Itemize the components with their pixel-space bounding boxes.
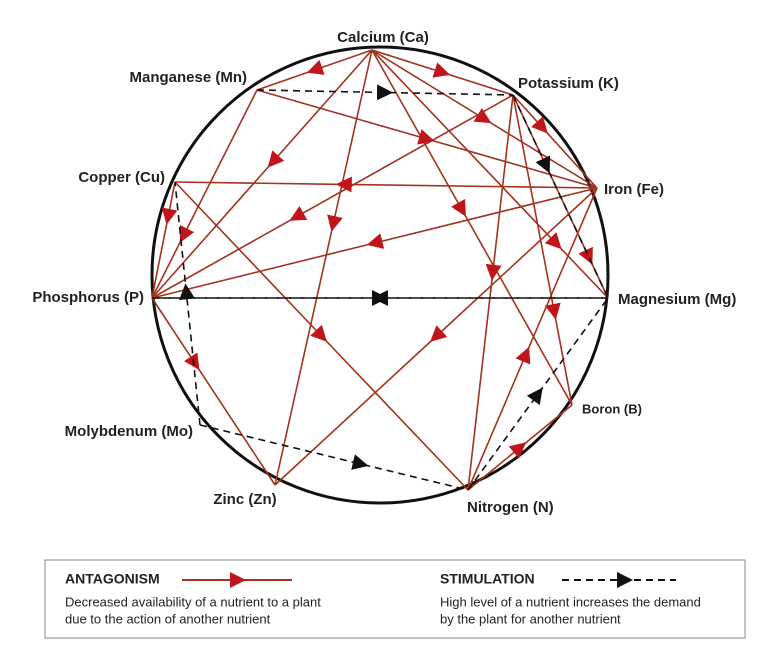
legend-text: Decreased availability of a nutrient to … [65,594,321,609]
antagonism-edge [151,297,276,486]
node-label: Boron (B) [582,401,642,416]
antagonism-edge [467,404,573,491]
node-labels: Calcium (Ca) Potassium (K) Iron (Fe) Mag… [32,29,736,516]
outer-circle [150,45,610,505]
antagonism-edge [151,94,514,299]
antagonism-edge [371,49,598,189]
antagonism-edge [174,181,469,491]
node-label: Magnesium (Mg) [618,291,736,308]
legend: ANTAGONISM Decreased availability of a n… [44,559,746,639]
node-label: Calcium (Ca) [337,29,429,46]
antagonism-edge [274,187,598,486]
legend-title: STIMULATION [440,571,535,587]
antagonism-edge [151,187,598,299]
legend-title: ANTAGONISM [65,571,160,587]
node-label: Iron (Fe) [604,181,664,198]
stimulation-edge [199,424,469,491]
antagonism-edge [371,49,573,406]
legend-text: High level of a nutrient increases the d… [440,594,701,609]
node-label: Phosphorus (P) [32,289,144,306]
antagonism-edge [274,49,373,486]
antagonism-edge [371,49,514,96]
antagonism-edge [467,187,598,491]
antagonism-edge [151,181,178,299]
node-label: Potassium (K) [518,75,619,92]
antagonism-edge [467,94,514,491]
legend-text: by the plant for another nutrient [440,611,621,626]
node-label: Zinc (Zn) [213,491,276,508]
node-label: Nitrogen (N) [467,499,554,516]
stimulation-edge [512,94,609,299]
legend-text: due to the action of another nutrient [65,611,271,626]
antagonism-edge [256,89,598,189]
edges [151,49,609,491]
stimulation-edge [174,181,201,426]
node-label: Molybdenum (Mo) [65,423,193,440]
antagonism-edge [256,49,373,91]
stimulation-edge [467,297,609,491]
antagonism-edge [151,89,258,299]
antagonism-edge [151,49,373,299]
node-label: Copper (Cu) [78,169,165,186]
node-label: Manganese (Mn) [129,69,247,86]
antagonism-edge [512,94,598,189]
stimulation-edge [256,84,514,101]
antagonism-edge [371,49,609,299]
antagonism-edge [174,176,598,193]
